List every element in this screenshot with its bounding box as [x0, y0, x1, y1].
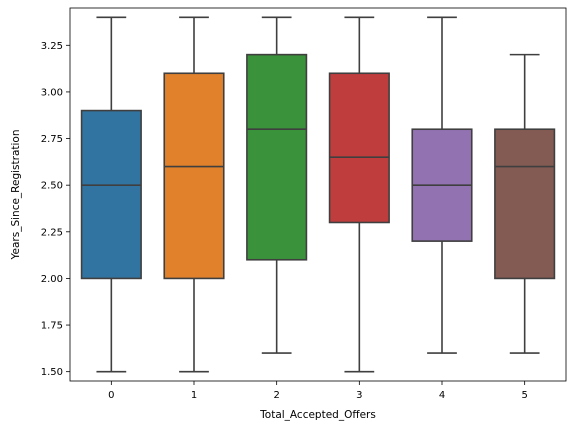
boxes-layer — [80, 16, 556, 373]
box-2 — [246, 53, 308, 261]
y-axis-label: Years_Since_Registration — [10, 130, 22, 261]
box-group-5 — [494, 53, 556, 354]
box-5 — [494, 128, 556, 280]
y-tick-label-2: 2.00 — [41, 274, 63, 285]
x-tick-label-4: 4 — [439, 390, 445, 401]
box-group-2 — [246, 16, 308, 354]
x-tick-label-2: 2 — [273, 390, 279, 401]
y-tick-label-6: 3.00 — [41, 87, 63, 98]
box-group-3 — [328, 16, 390, 373]
box-group-4 — [411, 16, 473, 354]
box-group-0 — [80, 16, 142, 373]
box-3 — [328, 72, 390, 224]
y-tick-label-7: 3.25 — [41, 41, 63, 52]
box-group-1 — [163, 16, 225, 373]
x-tick-label-1: 1 — [191, 390, 197, 401]
box-1 — [163, 72, 225, 280]
y-tick-label-3: 2.25 — [41, 227, 63, 238]
y-tick-label-0: 1.50 — [41, 367, 63, 378]
y-tick-label-5: 2.75 — [41, 134, 63, 145]
box-0 — [80, 109, 142, 280]
x-axis-label: Total_Accepted_Offers — [259, 409, 376, 421]
x-tick-label-5: 5 — [521, 390, 527, 401]
plot-frame — [69, 7, 567, 382]
x-tick-label-3: 3 — [356, 390, 362, 401]
x-tick-label-0: 0 — [108, 390, 114, 401]
y-axis: 1.50 1.75 2.00 2.25 2.50 2.75 3.00 3.25 — [41, 41, 70, 378]
y-tick-label-1: 1.75 — [41, 321, 63, 332]
x-axis: 0 1 2 3 4 5 — [108, 381, 528, 401]
y-tick-label-4: 2.50 — [41, 181, 63, 192]
